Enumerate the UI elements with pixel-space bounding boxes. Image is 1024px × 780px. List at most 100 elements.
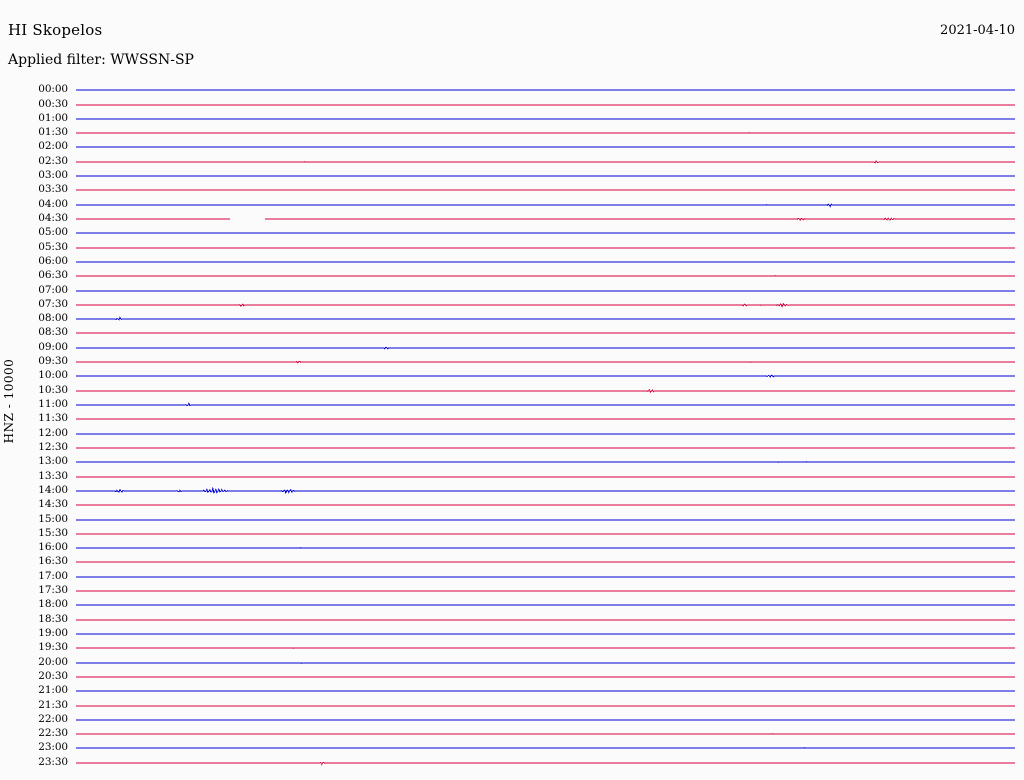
trace-row: 03:30 <box>0 184 1024 198</box>
trace-row: 10:30 <box>0 383 1024 399</box>
trace-line <box>76 742 1015 754</box>
trace-time-label: 01:00 <box>38 111 68 124</box>
trace-row: 17:30 <box>0 585 1024 599</box>
trace-row: 02:30 <box>0 155 1024 170</box>
trace-time-label: 21:30 <box>38 698 68 711</box>
trace-row: 19:30 <box>0 642 1024 656</box>
trace-row: 06:00 <box>0 254 1024 270</box>
trace-row: 15:30 <box>0 526 1024 542</box>
trace-time-label: 23:00 <box>38 741 68 754</box>
trace-line <box>76 657 1015 669</box>
trace-time-label: 13:00 <box>38 455 68 468</box>
trace-row: 08:30 <box>0 327 1024 341</box>
trace-line <box>76 499 1015 511</box>
trace-line <box>76 642 1015 654</box>
trace-time-label: 14:30 <box>38 498 68 511</box>
trace-time-label: 02:00 <box>38 140 68 153</box>
trace-time-label: 20:30 <box>38 669 68 682</box>
trace-row: 12:30 <box>0 441 1024 456</box>
trace-time-label: 15:30 <box>38 526 68 539</box>
trace-time-label: 19:00 <box>38 626 68 639</box>
trace-line <box>76 199 1015 211</box>
trace-row: 15:00 <box>0 513 1024 528</box>
trace-line <box>76 299 1015 311</box>
trace-row: 02:00 <box>0 141 1024 155</box>
trace-time-label: 09:30 <box>38 355 68 368</box>
trace-line <box>76 413 1015 425</box>
trace-line <box>76 170 1015 182</box>
trace-line <box>76 585 1015 597</box>
trace-line <box>76 99 1015 111</box>
trace-time-label: 21:00 <box>38 684 68 697</box>
trace-row: 14:00 <box>0 483 1024 499</box>
trace-time-label: 14:00 <box>38 483 68 496</box>
trace-time-label: 11:00 <box>38 398 68 411</box>
trace-line <box>76 399 1015 411</box>
trace-row: 03:00 <box>0 170 1024 184</box>
trace-line <box>76 256 1015 268</box>
trace-line <box>76 700 1015 712</box>
trace-line <box>76 485 1015 497</box>
trace-line <box>76 327 1015 339</box>
trace-line <box>76 342 1015 354</box>
trace-line <box>76 227 1015 239</box>
trace-row: 01:30 <box>0 127 1024 141</box>
trace-time-label: 17:30 <box>38 584 68 597</box>
trace-line <box>76 184 1015 196</box>
trace-row: 07:00 <box>0 284 1024 299</box>
trace-row: 04:00 <box>0 198 1024 213</box>
trace-line <box>76 542 1015 554</box>
trace-line <box>76 671 1015 683</box>
trace-time-label: 12:00 <box>38 426 68 439</box>
trace-time-label: 07:30 <box>38 297 68 310</box>
trace-time-label: 06:30 <box>38 269 68 282</box>
trace-time-label: 18:30 <box>38 612 68 625</box>
trace-time-label: 08:30 <box>38 326 68 339</box>
trace-line <box>76 313 1015 325</box>
trace-time-label: 09:00 <box>38 340 68 353</box>
trace-time-label: 13:30 <box>38 469 68 482</box>
trace-time-label: 03:30 <box>38 183 68 196</box>
trace-row: 05:30 <box>0 241 1024 256</box>
trace-line <box>76 757 1015 769</box>
trace-line <box>76 156 1015 168</box>
trace-line <box>76 456 1015 468</box>
trace-row: 21:30 <box>0 698 1024 714</box>
trace-row: 21:00 <box>0 685 1024 699</box>
trace-row: 16:00 <box>0 542 1024 556</box>
trace-line <box>76 141 1015 153</box>
trace-line <box>76 213 1015 225</box>
trace-line <box>76 528 1015 540</box>
trace-time-label: 22:30 <box>38 727 68 740</box>
trace-row: 12:00 <box>0 426 1024 442</box>
trace-time-label: 19:30 <box>38 641 68 654</box>
trace-row: 23:30 <box>0 756 1024 771</box>
trace-row: 14:30 <box>0 499 1024 513</box>
trace-line <box>76 471 1015 483</box>
trace-time-label: 10:30 <box>38 383 68 396</box>
trace-line <box>76 728 1015 740</box>
trace-time-label: 04:30 <box>38 211 68 224</box>
trace-line <box>76 385 1015 397</box>
trace-time-label: 17:00 <box>38 569 68 582</box>
trace-time-label: 16:30 <box>38 555 68 568</box>
trace-row: 13:00 <box>0 456 1024 470</box>
trace-line <box>76 370 1015 382</box>
helicorder-plot: 00:00 00:30 01:00 01:30 02:00 02:30 03:00 03:30… <box>0 80 1024 780</box>
header: HI Skopelos 2021-04-10 Applied filter: W… <box>0 0 1024 80</box>
trace-line <box>76 285 1015 297</box>
trace-time-label: 06:00 <box>38 254 68 267</box>
trace-line <box>76 571 1015 583</box>
trace-row: 13:30 <box>0 469 1024 485</box>
trace-time-label: 05:00 <box>38 226 68 239</box>
trace-row: 18:30 <box>0 612 1024 628</box>
trace-line <box>76 442 1015 454</box>
trace-line <box>76 356 1015 368</box>
trace-row: 00:00 <box>0 84 1024 98</box>
page-title: HI Skopelos <box>8 21 103 39</box>
trace-row: 11:30 <box>0 413 1024 427</box>
trace-time-label: 00:00 <box>38 83 68 96</box>
trace-time-label: 22:00 <box>38 712 68 725</box>
trace-line <box>76 242 1015 254</box>
trace-line <box>76 270 1015 282</box>
